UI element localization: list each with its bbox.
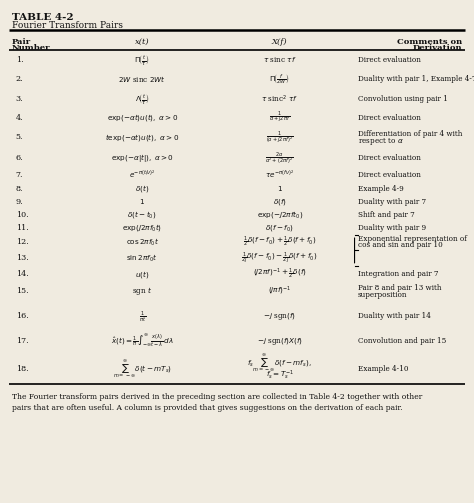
Text: $\frac{1}{\pi t}$: $\frac{1}{\pi t}$ <box>138 309 146 324</box>
Text: Number: Number <box>12 44 50 52</box>
Text: $\frac{1}{2}\delta(f-f_0) + \frac{1}{2}\delta(f+f_0)$: $\frac{1}{2}\delta(f-f_0) + \frac{1}{2}\… <box>243 235 317 249</box>
Text: $\delta(t)$: $\delta(t)$ <box>135 183 149 194</box>
Text: The Fourier transform pairs derived in the preceding section are collected in Ta: The Fourier transform pairs derived in t… <box>12 393 422 401</box>
Text: $\exp(-j2\pi f t_0)$: $\exp(-j2\pi f t_0)$ <box>256 209 303 220</box>
Text: $\hat{x}(t) = \frac{1}{\pi}\int_{-\infty}^{\infty}\frac{x(\lambda)}{t-\lambda}\,: $\hat{x}(t) = \frac{1}{\pi}\int_{-\infty… <box>110 332 174 350</box>
Text: Convolution and pair 15: Convolution and pair 15 <box>358 337 446 345</box>
Text: Comments on: Comments on <box>397 38 462 46</box>
Text: 7.: 7. <box>16 171 23 179</box>
Text: Duality with pair 14: Duality with pair 14 <box>358 312 431 320</box>
Text: Differentiation of pair 4 with: Differentiation of pair 4 with <box>358 129 462 137</box>
Text: Derivation: Derivation <box>412 44 462 52</box>
Text: Example 4-10: Example 4-10 <box>358 365 409 373</box>
Text: cos and sin and pair 10: cos and sin and pair 10 <box>358 240 443 248</box>
Text: 18.: 18. <box>16 365 28 373</box>
Text: Fourier Transform Pairs: Fourier Transform Pairs <box>12 21 123 30</box>
Text: $\delta(f)$: $\delta(f)$ <box>273 197 287 207</box>
Text: $\sum_{m=-\infty}^{\infty}\delta(t - mT_s)$: $\sum_{m=-\infty}^{\infty}\delta(t - mT_… <box>113 359 172 380</box>
Text: X(f): X(f) <box>272 38 287 46</box>
Text: 3.: 3. <box>16 95 23 103</box>
Text: $(j\pi f)^{-1}$: $(j\pi f)^{-1}$ <box>268 285 292 297</box>
Text: respect to $\alpha$: respect to $\alpha$ <box>358 136 404 146</box>
Text: 17.: 17. <box>16 337 28 345</box>
Text: Pair 8 and pair 13 with: Pair 8 and pair 13 with <box>358 284 441 292</box>
Text: x(t): x(t) <box>135 38 149 46</box>
Text: $\frac{2\alpha}{\alpha^2 + (2\pi f)^2}$: $\frac{2\alpha}{\alpha^2 + (2\pi f)^2}$ <box>265 150 294 166</box>
Text: 1.: 1. <box>16 56 23 64</box>
Text: sgn $t$: sgn $t$ <box>132 285 153 297</box>
Text: superposition: superposition <box>358 291 407 299</box>
Text: Integration and pair 7: Integration and pair 7 <box>358 270 438 278</box>
Text: 13.: 13. <box>16 254 28 262</box>
Text: $u(t)$: $u(t)$ <box>135 269 149 280</box>
Text: $\cos 2\pi f_0 t$: $\cos 2\pi f_0 t$ <box>126 236 159 247</box>
Text: $\frac{1}{(\alpha + j2\pi f)^2}$: $\frac{1}{(\alpha + j2\pi f)^2}$ <box>266 129 293 145</box>
Text: Pair: Pair <box>12 38 31 46</box>
Text: $\exp(j2\pi f_0 t)$: $\exp(j2\pi f_0 t)$ <box>122 222 162 233</box>
Text: 11.: 11. <box>16 224 28 232</box>
Text: $\frac{1}{2j}\delta(f-f_0) - \frac{1}{2j}\delta(f+f_0)$: $\frac{1}{2j}\delta(f-f_0) - \frac{1}{2j… <box>241 250 318 266</box>
Text: $-j$ sgn$(f)X(f)$: $-j$ sgn$(f)X(f)$ <box>257 336 302 347</box>
Text: $\exp(-\alpha t)u(t),\; \alpha > 0$: $\exp(-\alpha t)u(t),\; \alpha > 0$ <box>107 112 178 123</box>
Text: $\tau e^{-\pi(f\nu)^2}$: $\tau e^{-\pi(f\nu)^2}$ <box>265 169 294 181</box>
Text: Shift and pair 7: Shift and pair 7 <box>358 211 415 219</box>
Text: Duality with pair 9: Duality with pair 9 <box>358 224 426 232</box>
Text: $\tau$ sinc $\tau f$: $\tau$ sinc $\tau f$ <box>263 55 296 64</box>
Text: 10.: 10. <box>16 211 28 219</box>
Text: 2.: 2. <box>16 75 23 83</box>
Text: Direct evaluation: Direct evaluation <box>358 114 421 122</box>
Text: $\delta(t - t_0)$: $\delta(t - t_0)$ <box>128 209 157 220</box>
Text: TABLE 4-2: TABLE 4-2 <box>12 13 73 22</box>
Text: Direct evaluation: Direct evaluation <box>358 154 421 162</box>
Text: Direct evaluation: Direct evaluation <box>358 56 421 64</box>
Text: Convolution using pair 1: Convolution using pair 1 <box>358 95 448 103</box>
Text: $f_s\sum_{m=-\infty}^{\infty}\delta(f - mf_s),$: $f_s\sum_{m=-\infty}^{\infty}\delta(f - … <box>247 353 312 374</box>
Text: 15.: 15. <box>16 287 28 295</box>
Text: $2W$ sinc $2Wt$: $2W$ sinc $2Wt$ <box>118 74 166 85</box>
Text: $\delta(f - f_0)$: $\delta(f - f_0)$ <box>265 223 294 233</box>
Text: Exponential representation of: Exponential representation of <box>358 235 467 243</box>
Text: 8.: 8. <box>16 185 23 193</box>
Text: 9.: 9. <box>16 198 23 206</box>
Text: 4.: 4. <box>16 114 23 122</box>
Text: pairs that are often useful. A column is provided that gives suggestions on the : pairs that are often useful. A column is… <box>12 404 402 412</box>
Text: $\exp(-\alpha|t|),\; \alpha > 0$: $\exp(-\alpha|t|),\; \alpha > 0$ <box>110 152 174 164</box>
Text: $1$: $1$ <box>139 197 145 206</box>
Text: 14.: 14. <box>16 270 28 278</box>
Text: $\Pi\!\left(\frac{f}{2W}\right)$: $\Pi\!\left(\frac{f}{2W}\right)$ <box>269 72 290 87</box>
Text: Direct evaluation: Direct evaluation <box>358 171 421 179</box>
Text: $\Lambda\!\left(\frac{t}{\tau}\right)$: $\Lambda\!\left(\frac{t}{\tau}\right)$ <box>135 92 150 106</box>
Text: $\frac{1}{\alpha + j2\pi f}$: $\frac{1}{\alpha + j2\pi f}$ <box>269 110 291 125</box>
Text: 12.: 12. <box>16 238 28 246</box>
Text: $\sin 2\pi f_0 t$: $\sin 2\pi f_0 t$ <box>127 253 158 264</box>
Text: 5.: 5. <box>16 133 23 141</box>
Text: 6.: 6. <box>16 154 23 162</box>
Text: $-j$ sgn$(f)$: $-j$ sgn$(f)$ <box>263 311 296 322</box>
Text: Duality with pair 1, Example 4-7: Duality with pair 1, Example 4-7 <box>358 75 474 83</box>
Text: $(j2\pi f)^{-1} + \frac{1}{2}\delta(f)$: $(j2\pi f)^{-1} + \frac{1}{2}\delta(f)$ <box>253 267 307 281</box>
Text: $1$: $1$ <box>277 184 283 193</box>
Text: $\tau$ sinc$^2$ $\tau f$: $\tau$ sinc$^2$ $\tau f$ <box>261 94 298 105</box>
Text: $e^{-\pi(t/\nu)^2}$: $e^{-\pi(t/\nu)^2}$ <box>129 169 155 181</box>
Text: $t\exp(-\alpha t)u(t),\; \alpha > 0$: $t\exp(-\alpha t)u(t),\; \alpha > 0$ <box>105 132 179 143</box>
Text: 16.: 16. <box>16 312 28 320</box>
Text: $\Pi\!\left(\frac{t}{\tau}\right)$: $\Pi\!\left(\frac{t}{\tau}\right)$ <box>135 53 150 67</box>
Text: Example 4-9: Example 4-9 <box>358 185 404 193</box>
Text: $f_s = T_s^{-1}$: $f_s = T_s^{-1}$ <box>265 368 294 382</box>
Text: Duality with pair 7: Duality with pair 7 <box>358 198 426 206</box>
